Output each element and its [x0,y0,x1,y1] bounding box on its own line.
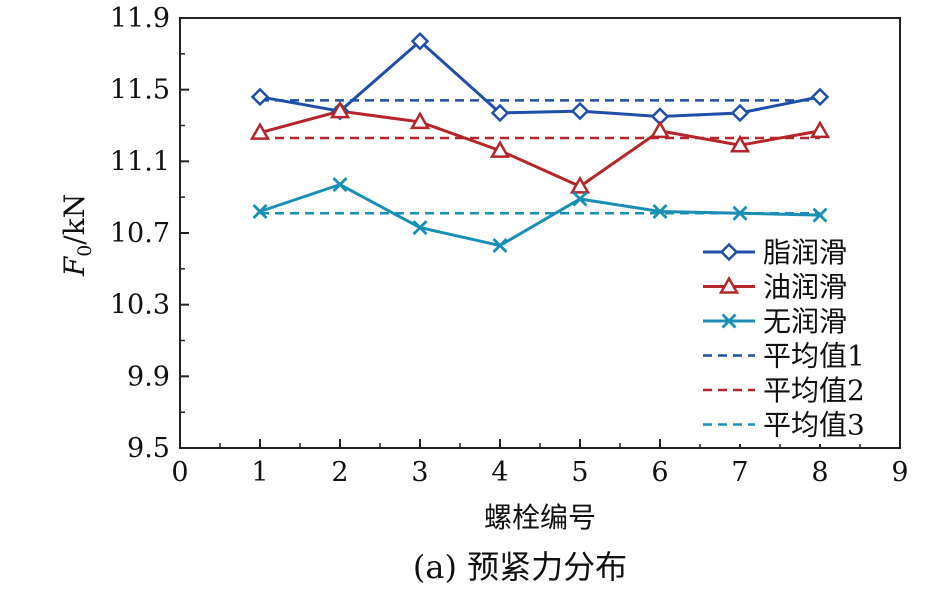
y-tick-label: 9.5 [127,433,170,464]
x-tick-label: 8 [811,457,828,488]
data-point-s3 [412,220,428,236]
data-point-s3-stroke-b [252,204,268,219]
data-point-s3-stroke-b [492,238,508,254]
x-tick-label: 1 [251,457,268,488]
data-point-s2 [489,140,511,158]
legend-background [698,230,898,444]
data-point-s3-stroke-b [412,220,428,236]
data-point-s3 [652,204,668,219]
figure-caption: (a) 预紧力分布 [413,548,627,586]
y-axis-title: F0/kN [58,194,96,277]
axes: 0 1 2 3 4 5 6 7 8 9 9.5 9.9 10.3 10.7 11.1 11.5 11.9 [110,3,909,488]
data-point-s1 [410,32,430,51]
y-tick-label: 9.9 [127,361,170,392]
data-point-s1 [490,103,510,123]
data-point-s2 [569,175,591,194]
y-axis-title-subscript: 0 [74,245,96,257]
data-point-s2 [249,122,271,140]
data-point-s3 [812,207,828,223]
data-point-s3 [332,177,348,193]
legend-label: 脂润滑 [763,236,847,269]
legend-label: 平均值1 [763,340,865,373]
series-lines [259,39,821,248]
data-point-s3-stroke-b [572,191,588,207]
y-axis-title-unit: /kN [58,194,91,245]
series-markers [249,32,831,254]
legend-marker [718,275,740,294]
x-tick-label: 0 [171,457,188,488]
series-line-2 [259,109,821,189]
data-point-s2 [329,100,351,119]
x-tick-label: 7 [731,457,748,488]
data-point-s2 [729,134,751,153]
data-point-s3-stroke-b [812,207,828,223]
data-point-s3 [492,238,508,254]
y-axis-title-symbol: F [58,255,91,277]
data-point-s3-stroke-b [652,204,668,219]
x-tick-label: 9 [891,457,908,488]
legend-label: 平均值3 [763,409,865,442]
y-tick-label: 11.5 [110,75,170,106]
x-tick-label: 2 [331,457,348,488]
x-tick-label: 3 [411,457,428,488]
data-point-s2 [409,111,431,130]
x-tick-label: 6 [651,457,668,488]
legend-marker-stroke-b [721,313,737,329]
x-axis-title: 螺栓编号 [484,501,596,534]
data-point-s2 [809,120,831,139]
legend-marker [719,242,739,262]
x-tick-label: 4 [491,457,508,488]
series-line-1 [259,39,821,119]
data-point-s3-stroke-b [732,205,748,221]
y-tick-label: 11.1 [110,146,170,177]
data-point-s3 [252,204,268,219]
legend-label: 油润滑 [763,271,847,304]
data-point-s1 [570,101,590,121]
data-point-s2 [649,120,671,139]
y-tick-label: 11.9 [110,3,170,34]
data-point-s3 [572,191,588,207]
legend-label: 平均值2 [763,374,865,407]
data-point-s1 [250,87,270,107]
data-point-s3-stroke-b [332,177,348,193]
data-point-s3 [732,205,748,221]
y-tick-label: 10.3 [110,290,170,321]
data-point-s1 [730,103,750,123]
series-line-3 [259,182,821,248]
x-tick-label: 5 [571,457,588,488]
legend-label: 无润滑 [763,305,847,338]
legend-marker [721,313,737,329]
y-tick-label: 10.7 [110,218,170,249]
data-point-s1 [810,87,830,107]
